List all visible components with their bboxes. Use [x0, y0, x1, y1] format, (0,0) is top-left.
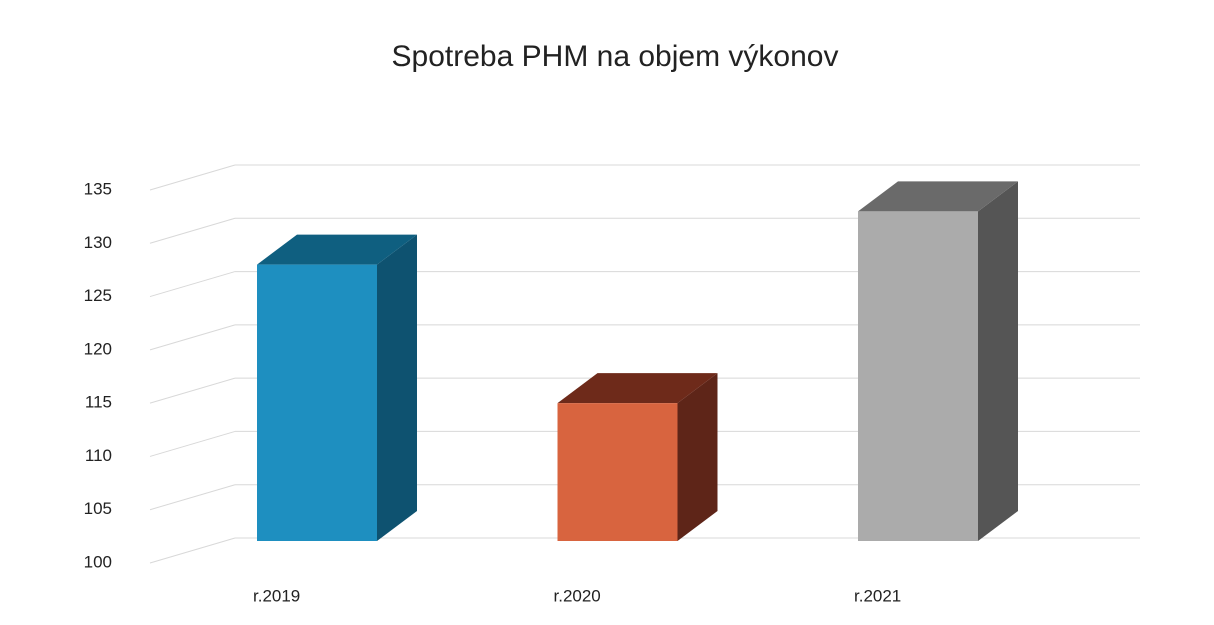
bar-top: [858, 181, 1018, 212]
grid-line: [149, 324, 236, 351]
y-tick-label: 120: [84, 339, 112, 358]
bar-side: [978, 181, 1018, 542]
x-tick-label: r.2019: [253, 586, 300, 605]
bar-side: [377, 234, 417, 541]
bar: [858, 181, 1018, 542]
y-tick-label: 125: [84, 286, 112, 305]
grid-line: [149, 377, 236, 404]
y-tick-label: 110: [85, 446, 112, 465]
grid-line: [149, 271, 236, 298]
bar-side: [677, 373, 718, 541]
grid-line: [149, 217, 236, 244]
bar-front: [557, 403, 678, 541]
grid-line: [149, 430, 236, 457]
y-tick-label: 130: [84, 233, 112, 252]
bar-top: [257, 234, 417, 265]
y-tick-label: 105: [84, 499, 112, 518]
x-tick-label: r.2020: [554, 586, 601, 605]
chart-title: Spotreba PHM na objem výkonov: [392, 40, 839, 73]
bar: [257, 234, 417, 541]
y-tick-label: 115: [85, 393, 112, 412]
grid-line: [149, 537, 236, 564]
x-tick-label: r.2021: [854, 586, 901, 605]
grid-line: [149, 484, 236, 511]
bar-top: [557, 373, 718, 404]
y-tick-label: 135: [84, 179, 112, 198]
y-tick-label: 100: [84, 552, 112, 571]
bar-front: [257, 264, 377, 541]
bar: [557, 373, 718, 541]
grid-line: [149, 164, 236, 191]
bar-front: [858, 211, 978, 542]
